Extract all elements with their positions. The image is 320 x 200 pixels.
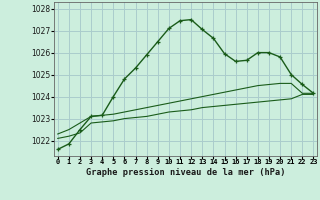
X-axis label: Graphe pression niveau de la mer (hPa): Graphe pression niveau de la mer (hPa)	[86, 168, 285, 177]
